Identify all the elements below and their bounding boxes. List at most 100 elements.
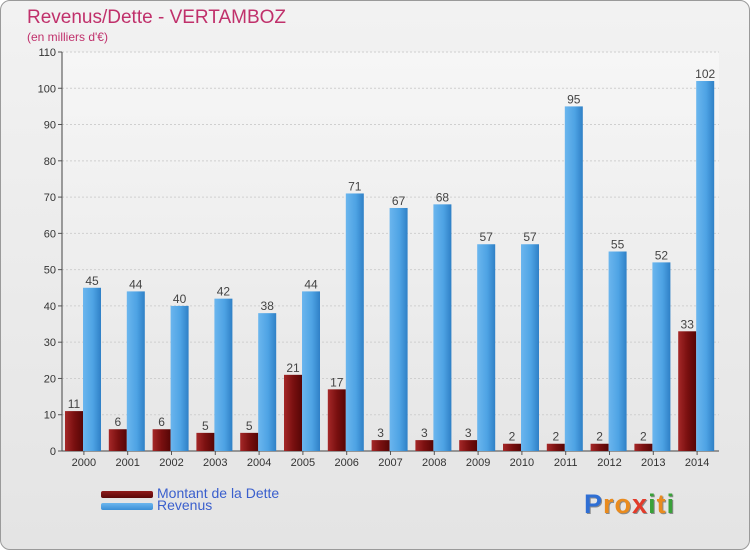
bar-dette-2000	[65, 411, 83, 451]
x-tick-label: 2001	[115, 457, 139, 469]
chart-subtitle: (en milliers d'€)	[27, 30, 108, 44]
bar-dette-2005	[284, 374, 302, 451]
data-label-dette-2005: 21	[286, 361, 300, 375]
y-tick-label: 100	[38, 83, 56, 95]
x-tick-label: 2013	[641, 457, 665, 469]
x-tick-label: 2011	[554, 457, 578, 469]
x-tick-label: 2010	[510, 457, 534, 469]
x-tick-label: 2000	[72, 457, 96, 469]
y-tick-label: 90	[44, 120, 56, 132]
x-tick-label: 2006	[334, 457, 358, 469]
bar-revenus-2010	[521, 244, 539, 451]
chart-title: Revenus/Dette - VERTAMBOZ	[27, 7, 287, 28]
bar-dette-2012	[590, 443, 609, 451]
y-tick-label: 80	[44, 156, 56, 168]
data-label-dette-2003: 5	[202, 419, 209, 433]
bar-revenus-2002	[170, 305, 189, 451]
data-label-dette-2001: 6	[114, 415, 121, 429]
y-tick-label: 110	[38, 47, 56, 59]
y-tick-label: 10	[44, 410, 56, 422]
data-label-revenus-2010: 57	[523, 230, 537, 244]
data-label-revenus-2004: 38	[261, 299, 275, 313]
data-label-dette-2011: 2	[552, 430, 559, 444]
logo-letter: x	[632, 489, 649, 519]
bar-revenus-2005	[302, 291, 320, 451]
bar-revenus-2006	[345, 193, 364, 452]
logo-letter: P	[584, 489, 604, 519]
data-label-revenus-2014: 102	[695, 67, 715, 81]
bar-dette-2004	[240, 432, 259, 451]
bar-dette-2002	[152, 429, 171, 451]
data-label-revenus-2002: 40	[173, 292, 187, 306]
bar-dette-2010	[503, 443, 521, 451]
data-label-dette-2010: 2	[509, 430, 516, 444]
y-tick-label: 0	[50, 446, 56, 458]
x-tick-label: 2005	[291, 457, 315, 469]
x-tick-label: 2002	[159, 457, 183, 469]
data-label-dette-2000: 11	[68, 397, 81, 411]
data-label-revenus-2008: 68	[436, 190, 450, 204]
y-tick-label: 30	[44, 337, 56, 349]
bar-dette-2003	[196, 432, 215, 451]
bar-revenus-2014	[696, 81, 715, 451]
logo-letter: i	[666, 489, 676, 519]
data-label-dette-2009: 3	[465, 426, 472, 440]
logo-letter: t	[656, 489, 667, 519]
bar-revenus-2009	[477, 244, 496, 451]
bar-dette-2014	[678, 331, 697, 451]
bar-revenus-2001	[126, 291, 145, 451]
bar-revenus-2004	[258, 313, 277, 451]
data-label-revenus-2006: 71	[348, 179, 362, 193]
bar-revenus-2011	[564, 106, 583, 451]
y-tick-label: 70	[44, 192, 56, 204]
x-tick-label: 2008	[422, 457, 446, 469]
y-tick-label: 60	[44, 228, 56, 240]
data-label-dette-2002: 6	[158, 415, 165, 429]
data-label-dette-2006: 17	[330, 375, 344, 389]
data-label-revenus-2012: 55	[611, 238, 625, 252]
data-label-revenus-2000: 45	[85, 274, 99, 288]
data-label-dette-2004: 5	[246, 419, 253, 433]
data-label-revenus-2007: 67	[392, 194, 406, 208]
data-label-dette-2013: 2	[640, 430, 647, 444]
bar-dette-2008	[415, 440, 434, 451]
bar-revenus-2003	[214, 298, 233, 451]
logo-letter: r	[603, 489, 615, 519]
bar-dette-2007	[371, 440, 390, 451]
y-tick-label: 40	[44, 301, 56, 313]
x-tick-label: 2014	[685, 457, 709, 469]
bar-dette-2009	[459, 440, 478, 451]
bar-dette-2011	[546, 443, 565, 451]
data-label-revenus-2003: 42	[217, 285, 231, 299]
data-label-revenus-2013: 52	[655, 248, 669, 262]
bar-dette-2013	[634, 443, 653, 451]
data-label-dette-2014: 33	[681, 317, 695, 331]
logo-letter: o	[614, 489, 633, 519]
legend-label-revenus: Revenus	[157, 497, 213, 513]
data-label-dette-2008: 3	[421, 426, 428, 440]
bar-revenus-2013	[652, 262, 671, 451]
x-tick-label: 2012	[597, 457, 621, 469]
legend-label-dette: Montant de la Dette	[157, 485, 280, 501]
x-tick-label: 2004	[247, 457, 271, 469]
y-tick-label: 50	[44, 265, 56, 277]
bar-dette-2001	[108, 429, 127, 451]
data-label-revenus-2011: 95	[567, 92, 581, 106]
data-label-revenus-2009: 57	[480, 230, 494, 244]
data-label-revenus-2005: 44	[304, 277, 318, 291]
y-tick-label: 20	[44, 373, 56, 385]
data-label-dette-2012: 2	[596, 430, 603, 444]
proxiti-logo: Proxiti	[584, 489, 675, 520]
legend-swatch-dette	[101, 491, 153, 498]
data-label-dette-2007: 3	[377, 426, 384, 440]
bar-revenus-2008	[433, 204, 452, 451]
bar-revenus-2012	[608, 251, 627, 451]
legend-swatch-revenus	[101, 503, 153, 510]
x-tick-label: 2009	[466, 457, 490, 469]
logo-letter: i	[648, 489, 657, 519]
x-tick-label: 2003	[203, 457, 227, 469]
x-tick-label: 2007	[378, 457, 402, 469]
data-label-revenus-2001: 44	[129, 277, 143, 291]
